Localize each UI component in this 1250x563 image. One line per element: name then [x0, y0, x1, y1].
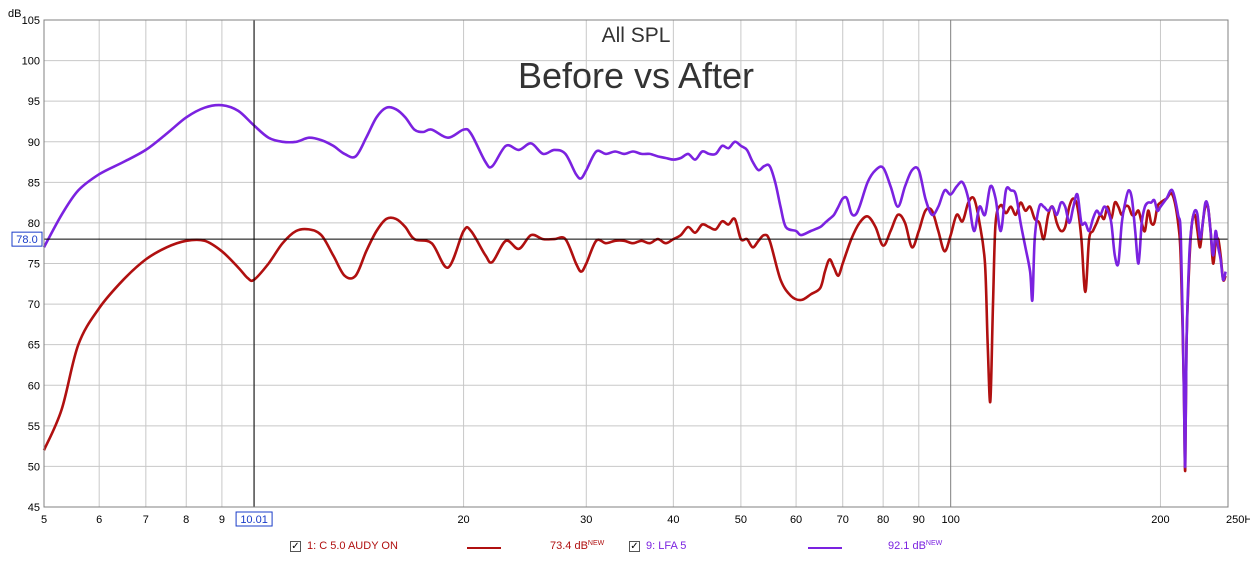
cursor-y-readout-box [11, 231, 43, 247]
series-2-new-sup: NEW [925, 540, 943, 547]
cursor-x-readout-box [235, 511, 273, 527]
x-tick-label-8: 8 [183, 514, 189, 526]
plot-frame [43, 19, 1229, 508]
series-1-checkbox[interactable]: ✓ [290, 540, 301, 552]
legend-item-series-2[interactable]: ✓ 9: LFA 5 [629, 540, 686, 552]
x-tick-label-6: 6 [96, 514, 102, 526]
x-tick-label-60: 60 [790, 514, 802, 526]
series-line-1 [42, 191, 1227, 472]
series-2-checkbox[interactable]: ✓ [629, 540, 640, 552]
series-layer [42, 103, 1227, 472]
series-2-swatch [808, 547, 842, 549]
y-tick-label-50: 50 [28, 461, 40, 473]
x-tick-label-40: 40 [667, 514, 679, 526]
series-2-name: 9: LFA 5 [646, 540, 687, 552]
x-tick-label-9: 9 [219, 514, 225, 526]
series-2-value-text: 92.1 dB [888, 540, 926, 552]
y-tick-label-55: 55 [28, 421, 40, 433]
series-1-swatch [467, 547, 501, 549]
series-1-value: 73.4 dBNEW [550, 540, 604, 552]
cursor-y-readout: 78.0 [16, 234, 37, 246]
x-tick-label-80: 80 [877, 514, 889, 526]
series-2-value: 92.1 dBNEW [888, 540, 942, 552]
y-tick-label-100: 100 [22, 56, 40, 68]
x-tick-label-50: 50 [735, 514, 747, 526]
x-tick-label-30: 30 [580, 514, 592, 526]
y-tick-label-60: 60 [28, 380, 40, 392]
cursor-layer[interactable] [44, 20, 1228, 507]
y-tick-label-85: 85 [28, 177, 40, 189]
cursor-x-readout: 10.01 [240, 514, 268, 526]
series-1-value-text: 73.4 dB [550, 540, 588, 552]
x-tick-label-90: 90 [913, 514, 925, 526]
x-end-label: 250Hz [1226, 514, 1250, 526]
x-ticks: 5 6 7 8 9 20 30 40 50 60 70 80 90 100 200 [41, 514, 1170, 526]
series-1-new-sup: NEW [587, 540, 605, 547]
x-tick-label-5: 5 [41, 514, 47, 526]
x-tick-label-100: 100 [941, 514, 959, 526]
x-tick-label-200: 200 [1151, 514, 1169, 526]
x-tick-label-70: 70 [837, 514, 849, 526]
y-tick-label-95: 95 [28, 96, 40, 108]
legend: ✓ 1: C 5.0 AUDY ON 73.4 dBNEW ✓ 9: LFA 5… [0, 536, 1250, 560]
chart-title: All SPL [602, 24, 671, 47]
legend-item-series-1[interactable]: ✓ 1: C 5.0 AUDY ON [290, 540, 398, 552]
y-tick-label-90: 90 [28, 137, 40, 149]
x-tick-label-7: 7 [143, 514, 149, 526]
y-tick-label-80: 80 [28, 218, 40, 230]
series-1-name: 1: C 5.0 AUDY ON [307, 540, 398, 552]
y-tick-label-105: 105 [22, 15, 40, 27]
y-tick-label-45: 45 [28, 502, 40, 514]
y-tick-label-65: 65 [28, 340, 40, 352]
chart-subtitle: Before vs After [518, 55, 754, 96]
y-unit-label: dB [8, 8, 21, 20]
x-tick-label-20: 20 [457, 514, 469, 526]
series-line-2 [42, 103, 1227, 469]
y-tick-label-75: 75 [28, 259, 40, 271]
y-tick-label-70: 70 [28, 299, 40, 311]
y-ticks: 45 50 55 60 65 70 75 80 85 90 95 100 105 [22, 15, 40, 514]
